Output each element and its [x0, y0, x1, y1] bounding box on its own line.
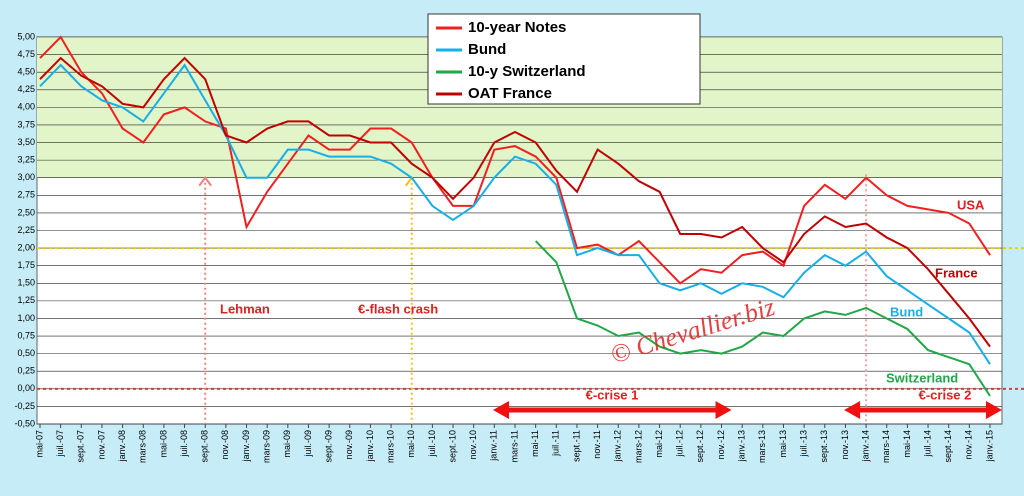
- x-tick-label: juil.-14: [922, 430, 932, 458]
- x-tick-label: nov.-08: [220, 430, 230, 459]
- legend-label: Bund: [468, 41, 506, 58]
- y-tick-label: 2,25: [17, 225, 35, 235]
- x-tick-label: janv.-10: [365, 430, 375, 462]
- x-tick-label: sept.-13: [819, 430, 829, 463]
- x-tick-label: nov.-07: [96, 430, 106, 459]
- y-tick-label: 3,25: [17, 155, 35, 165]
- x-tick-label: mai-11: [530, 430, 540, 457]
- x-tick-label: nov.-12: [716, 430, 726, 459]
- legend-label: OAT France: [468, 85, 552, 102]
- y-tick-label: -0,50: [14, 418, 35, 428]
- series-annotation: Bund: [890, 304, 923, 319]
- x-tick-label: janv.-12: [613, 430, 623, 462]
- x-tick-label: nov.-10: [468, 430, 478, 459]
- event-arrow: [198, 176, 213, 187]
- y-tick-label: 1,75: [17, 260, 35, 270]
- x-tick-label: sept.-14: [943, 430, 953, 463]
- x-tick-label: juil.-13: [799, 430, 809, 458]
- series-annotation: France: [935, 265, 978, 280]
- x-tick-label: janv.-09: [241, 430, 251, 462]
- series-line: [39, 56, 991, 348]
- y-tick-label: 5,00: [17, 31, 35, 41]
- y-tick-label: 1,00: [17, 313, 35, 323]
- y-tick-label: 2,50: [17, 207, 35, 217]
- x-tick-label: sept.-12: [695, 430, 705, 463]
- period-label: €-crise 2: [919, 387, 972, 402]
- y-tick-label: 1,50: [17, 278, 35, 288]
- y-tick-label: 2,75: [17, 190, 35, 200]
- x-tick-label: juil.-12: [675, 430, 685, 458]
- y-tick-label: -0,25: [14, 401, 35, 411]
- x-tick-label: janv.-08: [117, 430, 127, 462]
- y-tick-label: 1,25: [17, 295, 35, 305]
- y-tick-label: 4,25: [17, 84, 35, 94]
- x-tick-label: mai-07: [34, 430, 44, 458]
- x-tick-label: nov.-14: [964, 430, 974, 459]
- series-annotation: Switzerland: [886, 370, 958, 385]
- x-tick-label: sept.-08: [200, 430, 210, 463]
- x-tick-label: janv.-11: [489, 430, 499, 462]
- arrow-head: [844, 401, 1002, 419]
- legend-label: 10-year Notes: [468, 19, 566, 36]
- x-tick-label: mai-12: [654, 430, 664, 458]
- x-tick-label: nov.-11: [592, 430, 602, 459]
- x-tick-label: juil.-09: [303, 430, 313, 458]
- legend-box: [427, 13, 701, 105]
- period-label: €-crise 1: [586, 387, 639, 402]
- x-tick-label: janv.-13: [737, 430, 747, 462]
- y-tick-label: 4,00: [17, 102, 35, 112]
- x-tick-label: juil.-07: [55, 430, 65, 458]
- x-tick-label: juil.-10: [427, 430, 437, 458]
- y-tick-label: 2,00: [17, 242, 35, 252]
- x-tick-label: mars-12: [633, 430, 643, 463]
- legend-label: 10-y Switzerland: [468, 63, 586, 80]
- x-tick-label: mai-10: [406, 430, 416, 458]
- x-tick-label: juil.-11: [551, 430, 561, 457]
- x-tick-label: janv.-15: [984, 430, 994, 462]
- y-tick-label: 3,00: [17, 172, 35, 182]
- y-tick-label: 0,25: [17, 366, 35, 376]
- x-tick-label: sept.-10: [447, 430, 457, 463]
- y-tick-label: 3,50: [17, 137, 35, 147]
- y-tick-label: 0,00: [17, 383, 35, 393]
- y-tick-label: 3,75: [17, 119, 35, 129]
- x-tick-label: juil.-08: [179, 430, 189, 458]
- x-tick-label: mai-14: [902, 430, 912, 458]
- event-label: Lehman: [220, 301, 270, 316]
- x-tick-label: sept.-11: [571, 430, 581, 462]
- x-tick-label: mai-08: [158, 430, 168, 458]
- series-line: [534, 240, 991, 397]
- y-tick-label: 4,50: [17, 67, 35, 77]
- x-tick-label: nov.-09: [344, 430, 354, 459]
- y-tick-label: 4,75: [17, 49, 35, 59]
- y-tick-label: 0,50: [17, 348, 35, 358]
- x-tick-label: mars-08: [138, 430, 148, 463]
- event-label: €-flash crash: [358, 301, 438, 316]
- series-annotation: USA: [957, 197, 985, 212]
- x-tick-label: mai-09: [282, 430, 292, 458]
- series-line: [39, 63, 991, 365]
- series-line: [39, 35, 991, 285]
- x-tick-label: mars-10: [385, 430, 395, 463]
- x-tick-label: mars-13: [757, 430, 767, 463]
- x-tick-label: mars-14: [881, 430, 891, 463]
- x-tick-label: nov.-13: [840, 430, 850, 459]
- y-tick-label: 0,75: [17, 330, 35, 340]
- x-tick-label: janv.-14: [860, 430, 870, 462]
- x-tick-label: mars-11: [509, 430, 519, 462]
- x-tick-label: sept.-07: [76, 430, 86, 463]
- x-tick-label: sept.-09: [324, 430, 334, 463]
- x-tick-label: mai-13: [778, 430, 788, 458]
- x-tick-label: mars-09: [262, 430, 272, 463]
